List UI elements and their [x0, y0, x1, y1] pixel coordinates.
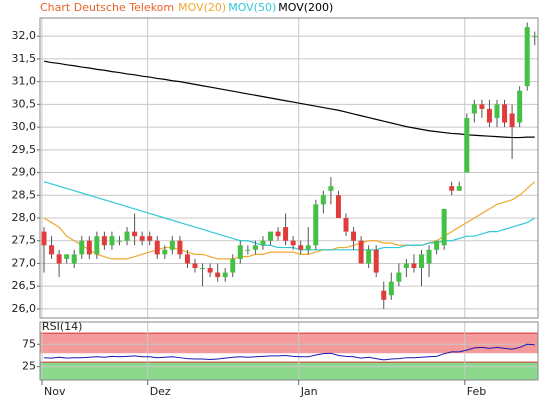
zone — [40, 362, 538, 380]
candle-body — [162, 249, 168, 255]
moving-average — [43, 181, 536, 251]
candle-body — [351, 231, 357, 241]
candle-body — [64, 254, 70, 259]
candle-body — [343, 218, 349, 232]
candle-body — [215, 272, 221, 278]
candle-body — [132, 231, 138, 237]
legend-entry: MOV(20) — [178, 1, 226, 14]
candle-body — [147, 236, 153, 241]
candle-body — [486, 108, 492, 123]
y-tick-label: 75 — [22, 337, 36, 350]
candle-body — [358, 240, 364, 264]
candle-body — [517, 90, 523, 123]
candle-body — [237, 245, 243, 259]
rsi-line — [43, 343, 535, 361]
y-tick-label: 30,5 — [12, 97, 37, 110]
candle-body — [320, 195, 326, 205]
candle-body — [373, 249, 379, 273]
candle-body — [524, 27, 530, 87]
plot-frame — [39, 17, 539, 319]
candle-body — [101, 236, 107, 246]
candle-body — [328, 186, 334, 191]
y-tick-label: 32,0 — [12, 29, 37, 42]
legend-entry: MOV(50) — [228, 1, 276, 14]
y-tick-label: 25 — [22, 360, 36, 373]
x-tick-label: Dez — [150, 385, 171, 398]
candle-body — [456, 186, 462, 191]
candle-body — [169, 240, 175, 250]
candle-body — [154, 240, 160, 255]
candle-body — [494, 104, 500, 118]
y-tick-label: 28,0 — [12, 211, 37, 224]
candle-body — [411, 263, 417, 268]
candle-body — [471, 104, 477, 114]
candle-body — [139, 236, 145, 241]
candle-body — [200, 268, 206, 269]
candle-body — [290, 240, 296, 246]
candle-body — [426, 249, 432, 264]
candle-body — [403, 263, 409, 268]
y-tick-label: 29,0 — [12, 166, 37, 179]
y-tick-label: 30,0 — [12, 120, 37, 133]
x-tick-label: Nov — [44, 385, 66, 398]
moving-average — [43, 181, 536, 260]
candle-body — [245, 249, 251, 251]
candle-body — [449, 186, 455, 191]
legend-entry: MOV(200) — [278, 1, 333, 14]
candle-body — [396, 272, 402, 282]
candle-body — [441, 208, 447, 246]
candle-body — [509, 113, 515, 128]
candle-body — [381, 290, 387, 300]
candle-body — [207, 268, 213, 273]
candle-body — [86, 240, 92, 255]
candle-body — [177, 240, 183, 255]
candle-body — [305, 245, 311, 250]
candle-body — [464, 118, 470, 173]
candle-body — [41, 231, 47, 246]
y-tick-label: 29,5 — [12, 143, 37, 156]
candle-body — [117, 240, 122, 242]
y-tick-label: 31,0 — [12, 75, 37, 88]
candle-body — [260, 240, 266, 246]
candle-body — [109, 236, 115, 246]
plot-frame — [39, 321, 539, 381]
candle-body — [419, 254, 424, 268]
candle-body — [192, 263, 198, 268]
y-tick-label: 28,5 — [12, 188, 37, 201]
candle-body — [335, 195, 341, 218]
candle-body — [434, 240, 440, 250]
candle-body — [283, 227, 289, 241]
candle-body — [313, 204, 319, 246]
candle-body — [268, 231, 273, 241]
x-tick-label: Jan — [300, 385, 318, 398]
y-tick-label: 26,5 — [12, 279, 37, 292]
y-tick-label: 31,5 — [12, 52, 37, 65]
candle-body — [222, 272, 228, 278]
candle-body — [479, 104, 485, 109]
chart-title: Chart Deutsche Telekom — [40, 1, 174, 14]
candle-body — [298, 245, 304, 250]
candle-body — [94, 236, 100, 255]
candle-body — [366, 249, 372, 264]
rsi-title: RSI(14) — [42, 320, 82, 333]
candle-body — [124, 231, 130, 241]
candle-body — [184, 254, 190, 264]
y-tick-label: 27,0 — [12, 256, 37, 269]
y-tick-label: 26,0 — [12, 302, 37, 315]
candle-body — [49, 245, 55, 255]
x-tick-label: Feb — [467, 385, 486, 398]
candle-body — [532, 36, 538, 38]
zone — [40, 333, 538, 354]
candle-body — [252, 245, 258, 250]
y-tick-label: 27,5 — [12, 234, 37, 247]
candle-body — [230, 258, 236, 273]
candle-body — [388, 281, 394, 296]
candle-body — [502, 104, 508, 123]
candle-body — [71, 254, 77, 264]
candle-body — [79, 240, 85, 255]
candle-body — [56, 254, 62, 264]
moving-average — [43, 60, 535, 139]
candle-body — [275, 231, 281, 237]
